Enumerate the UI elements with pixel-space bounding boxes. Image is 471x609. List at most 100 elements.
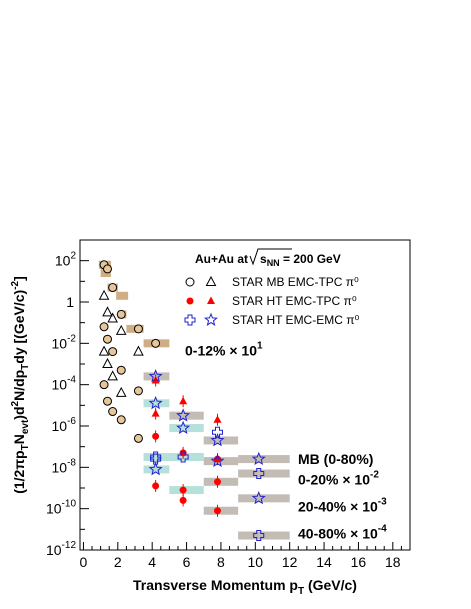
x-tick-label: 4 (148, 554, 156, 570)
y-tick-label: 10-4 (52, 375, 77, 393)
legend-marker (207, 296, 215, 304)
y-axis-ticks: 102 1 10-2 10-4 10-6 10-8 10-10 10-12 (46, 239, 89, 558)
data-point (214, 507, 221, 515)
data-point (107, 312, 118, 323)
data-point (103, 334, 112, 344)
x-tick-label: 10 (248, 554, 264, 570)
x-axis-ticks: 0 2 4 6 8 10 12 14 16 18 (80, 542, 402, 570)
data-point (133, 433, 143, 443)
sqrt-sign (249, 248, 292, 266)
data-point (151, 409, 160, 417)
data-point (107, 370, 118, 381)
data-point (179, 486, 187, 494)
dataset-labels: 0-12% × 101 MB (0-80%) 0-20% × 10-2 20-40% … (185, 341, 387, 542)
data-point (210, 433, 225, 447)
x-tick-label: 16 (351, 554, 367, 570)
systematic-box (143, 372, 170, 381)
data-point (212, 426, 223, 438)
x-tick-label: 12 (282, 554, 298, 570)
systematic-box (143, 399, 170, 408)
data-points (98, 260, 266, 542)
data-point (103, 264, 112, 274)
data-point (133, 324, 143, 334)
y-tick-label: 10-12 (46, 540, 76, 558)
dataset-label: MB (0-80%) (298, 451, 373, 467)
data-point (102, 357, 113, 368)
data-point (151, 376, 160, 384)
data-point (176, 420, 191, 435)
plot-border (79, 239, 411, 551)
legend-marker (203, 312, 219, 326)
systematic-box (116, 291, 129, 300)
data-point (152, 482, 160, 490)
y-tick-label: 10-2 (52, 333, 77, 351)
y-tick-label: 10-8 (52, 457, 77, 475)
dataset-label: 0-20% × 10-2 (298, 470, 379, 488)
data-point (210, 453, 225, 468)
x-tick-label: 14 (316, 554, 332, 570)
legend-marker (205, 275, 217, 286)
systematic-box (238, 455, 290, 464)
data-point (98, 345, 110, 356)
data-point (133, 386, 143, 396)
y-tick-label: 102 (55, 251, 77, 269)
data-point (177, 451, 189, 463)
data-point (148, 369, 163, 383)
legend-label: STAR MB EMC-TPC π⁰ (232, 275, 359, 289)
data-point (133, 345, 144, 356)
systematic-box (143, 465, 170, 474)
legend-label: STAR HT EMC-TPC π⁰ (232, 294, 357, 308)
data-point (98, 289, 110, 300)
x-tick-label: 0 (80, 554, 88, 570)
systematic-box (169, 453, 204, 461)
data-point (108, 407, 118, 417)
data-point (214, 478, 221, 486)
legend-marker (184, 314, 196, 326)
data-point (179, 396, 188, 405)
dataset-label: 0-12% × 101 (185, 341, 263, 359)
legend-marker (186, 297, 194, 305)
systematic-box (143, 453, 170, 461)
data-point (148, 462, 163, 476)
x-tick-label: 2 (114, 554, 122, 570)
data-point (99, 322, 109, 332)
data-point (108, 347, 118, 357)
data-point (251, 490, 266, 505)
dataset-label: 20-40% × 10-3 (298, 497, 387, 515)
systematic-box (238, 494, 290, 503)
data-point (116, 309, 126, 319)
x-axis-title: Transverse Momentum pT (GeV/c) (133, 577, 357, 597)
y-tick-label: 10-10 (46, 499, 76, 517)
y-tick-label: 1 (66, 294, 74, 310)
data-point (176, 408, 191, 422)
x-tick-label: 18 (385, 554, 401, 570)
data-point (152, 432, 160, 440)
data-point (116, 415, 126, 425)
y-tick-label: 10-6 (52, 416, 77, 434)
data-point (108, 283, 118, 293)
data-point (103, 396, 112, 406)
data-point (214, 455, 221, 463)
data-point (150, 453, 162, 465)
legend-marker (185, 277, 195, 287)
data-point (151, 338, 161, 348)
data-point (253, 468, 265, 480)
data-point (115, 386, 127, 397)
dataset-label: 40-80% × 10-4 (298, 523, 387, 541)
data-point (179, 496, 187, 504)
data-point (148, 395, 163, 410)
x-tick-label: 6 (183, 554, 191, 570)
collision-header: Au+Au at (195, 252, 248, 266)
data-point (99, 380, 109, 390)
energy-label: sNN = 200 GeV (260, 252, 341, 268)
y-axis-title: (1/2πpTNevt)d2N/dpTdy [(GeV/c)-2] (10, 276, 31, 494)
data-point (116, 365, 126, 375)
legend: STAR MB EMC-TPC π⁰ STAR HT EMC-TPC π⁰ STAR… (184, 275, 360, 327)
data-point (102, 306, 113, 317)
plot-frame (79, 239, 411, 551)
data-point (115, 324, 127, 335)
data-point (251, 451, 266, 466)
data-point (213, 415, 222, 423)
x-tick-label: 8 (217, 554, 225, 570)
